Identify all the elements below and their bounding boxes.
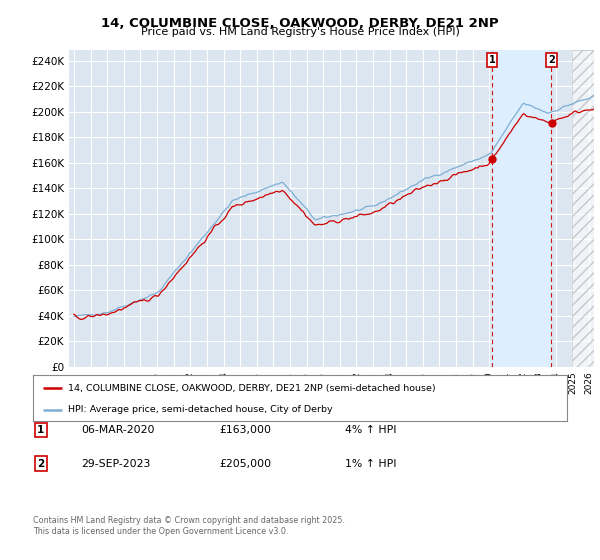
Text: 1% ↑ HPI: 1% ↑ HPI bbox=[345, 459, 397, 469]
Text: 4% ↑ HPI: 4% ↑ HPI bbox=[345, 425, 397, 435]
Text: 14, COLUMBINE CLOSE, OAKWOOD, DERBY, DE21 2NP: 14, COLUMBINE CLOSE, OAKWOOD, DERBY, DE2… bbox=[101, 17, 499, 30]
Bar bbox=[572, 50, 598, 367]
Text: 1: 1 bbox=[489, 55, 496, 65]
Text: HPI: Average price, semi-detached house, City of Derby: HPI: Average price, semi-detached house,… bbox=[68, 405, 332, 414]
Text: 2: 2 bbox=[37, 459, 44, 469]
Text: 2: 2 bbox=[548, 55, 555, 65]
Text: £205,000: £205,000 bbox=[219, 459, 271, 469]
Text: 29-SEP-2023: 29-SEP-2023 bbox=[81, 459, 151, 469]
Bar bbox=[493, 50, 551, 367]
Text: 06-MAR-2020: 06-MAR-2020 bbox=[81, 425, 155, 435]
Text: 14, COLUMBINE CLOSE, OAKWOOD, DERBY, DE21 2NP (semi-detached house): 14, COLUMBINE CLOSE, OAKWOOD, DERBY, DE2… bbox=[68, 384, 436, 393]
Text: Contains HM Land Registry data © Crown copyright and database right 2025.
This d: Contains HM Land Registry data © Crown c… bbox=[33, 516, 345, 536]
Text: 1: 1 bbox=[37, 425, 44, 435]
Text: £163,000: £163,000 bbox=[219, 425, 271, 435]
Text: Price paid vs. HM Land Registry's House Price Index (HPI): Price paid vs. HM Land Registry's House … bbox=[140, 27, 460, 37]
